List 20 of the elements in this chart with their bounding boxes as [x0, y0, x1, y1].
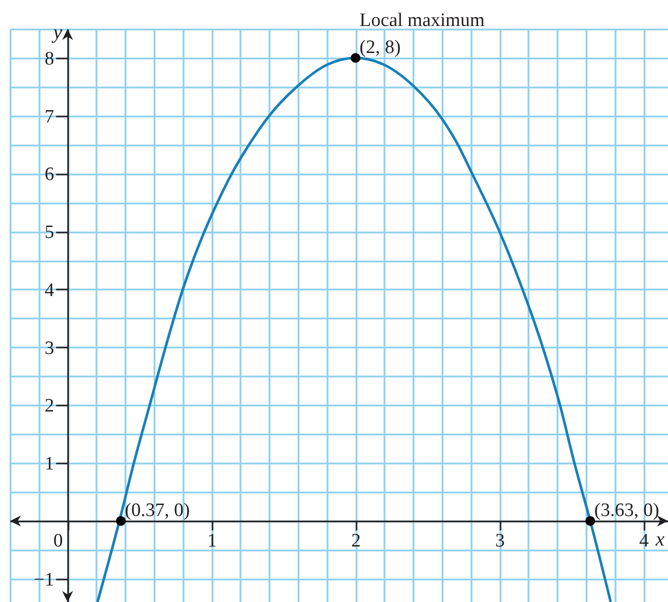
annotation: Local maximum: [360, 10, 485, 31]
y-tick-label: −1: [34, 569, 54, 590]
y-tick-label: 5: [44, 222, 54, 244]
y-tick-label: 4: [44, 280, 55, 301]
annotation: (3.63, 0): [594, 500, 660, 521]
y-tick-label: 8: [44, 48, 54, 70]
y-tick-label: 3: [44, 338, 54, 359]
annotation: (2, 8): [360, 36, 401, 58]
x-tick-label: 4: [639, 530, 650, 552]
y-tick-label: 1: [44, 454, 54, 475]
x-tick-label: 0: [53, 530, 63, 552]
annotation: (0.37, 0): [124, 500, 190, 521]
y-tick-label: 7: [44, 106, 54, 128]
y-tick-label: 2: [44, 396, 54, 417]
y-axis-title: y: [51, 22, 62, 44]
x-tick-label: 2: [351, 530, 361, 552]
y-tick-label: 6: [44, 164, 54, 186]
x-tick-label: 1: [207, 530, 217, 552]
x-axis-title: x: [654, 528, 665, 550]
x-tick-label: 3: [495, 530, 505, 552]
